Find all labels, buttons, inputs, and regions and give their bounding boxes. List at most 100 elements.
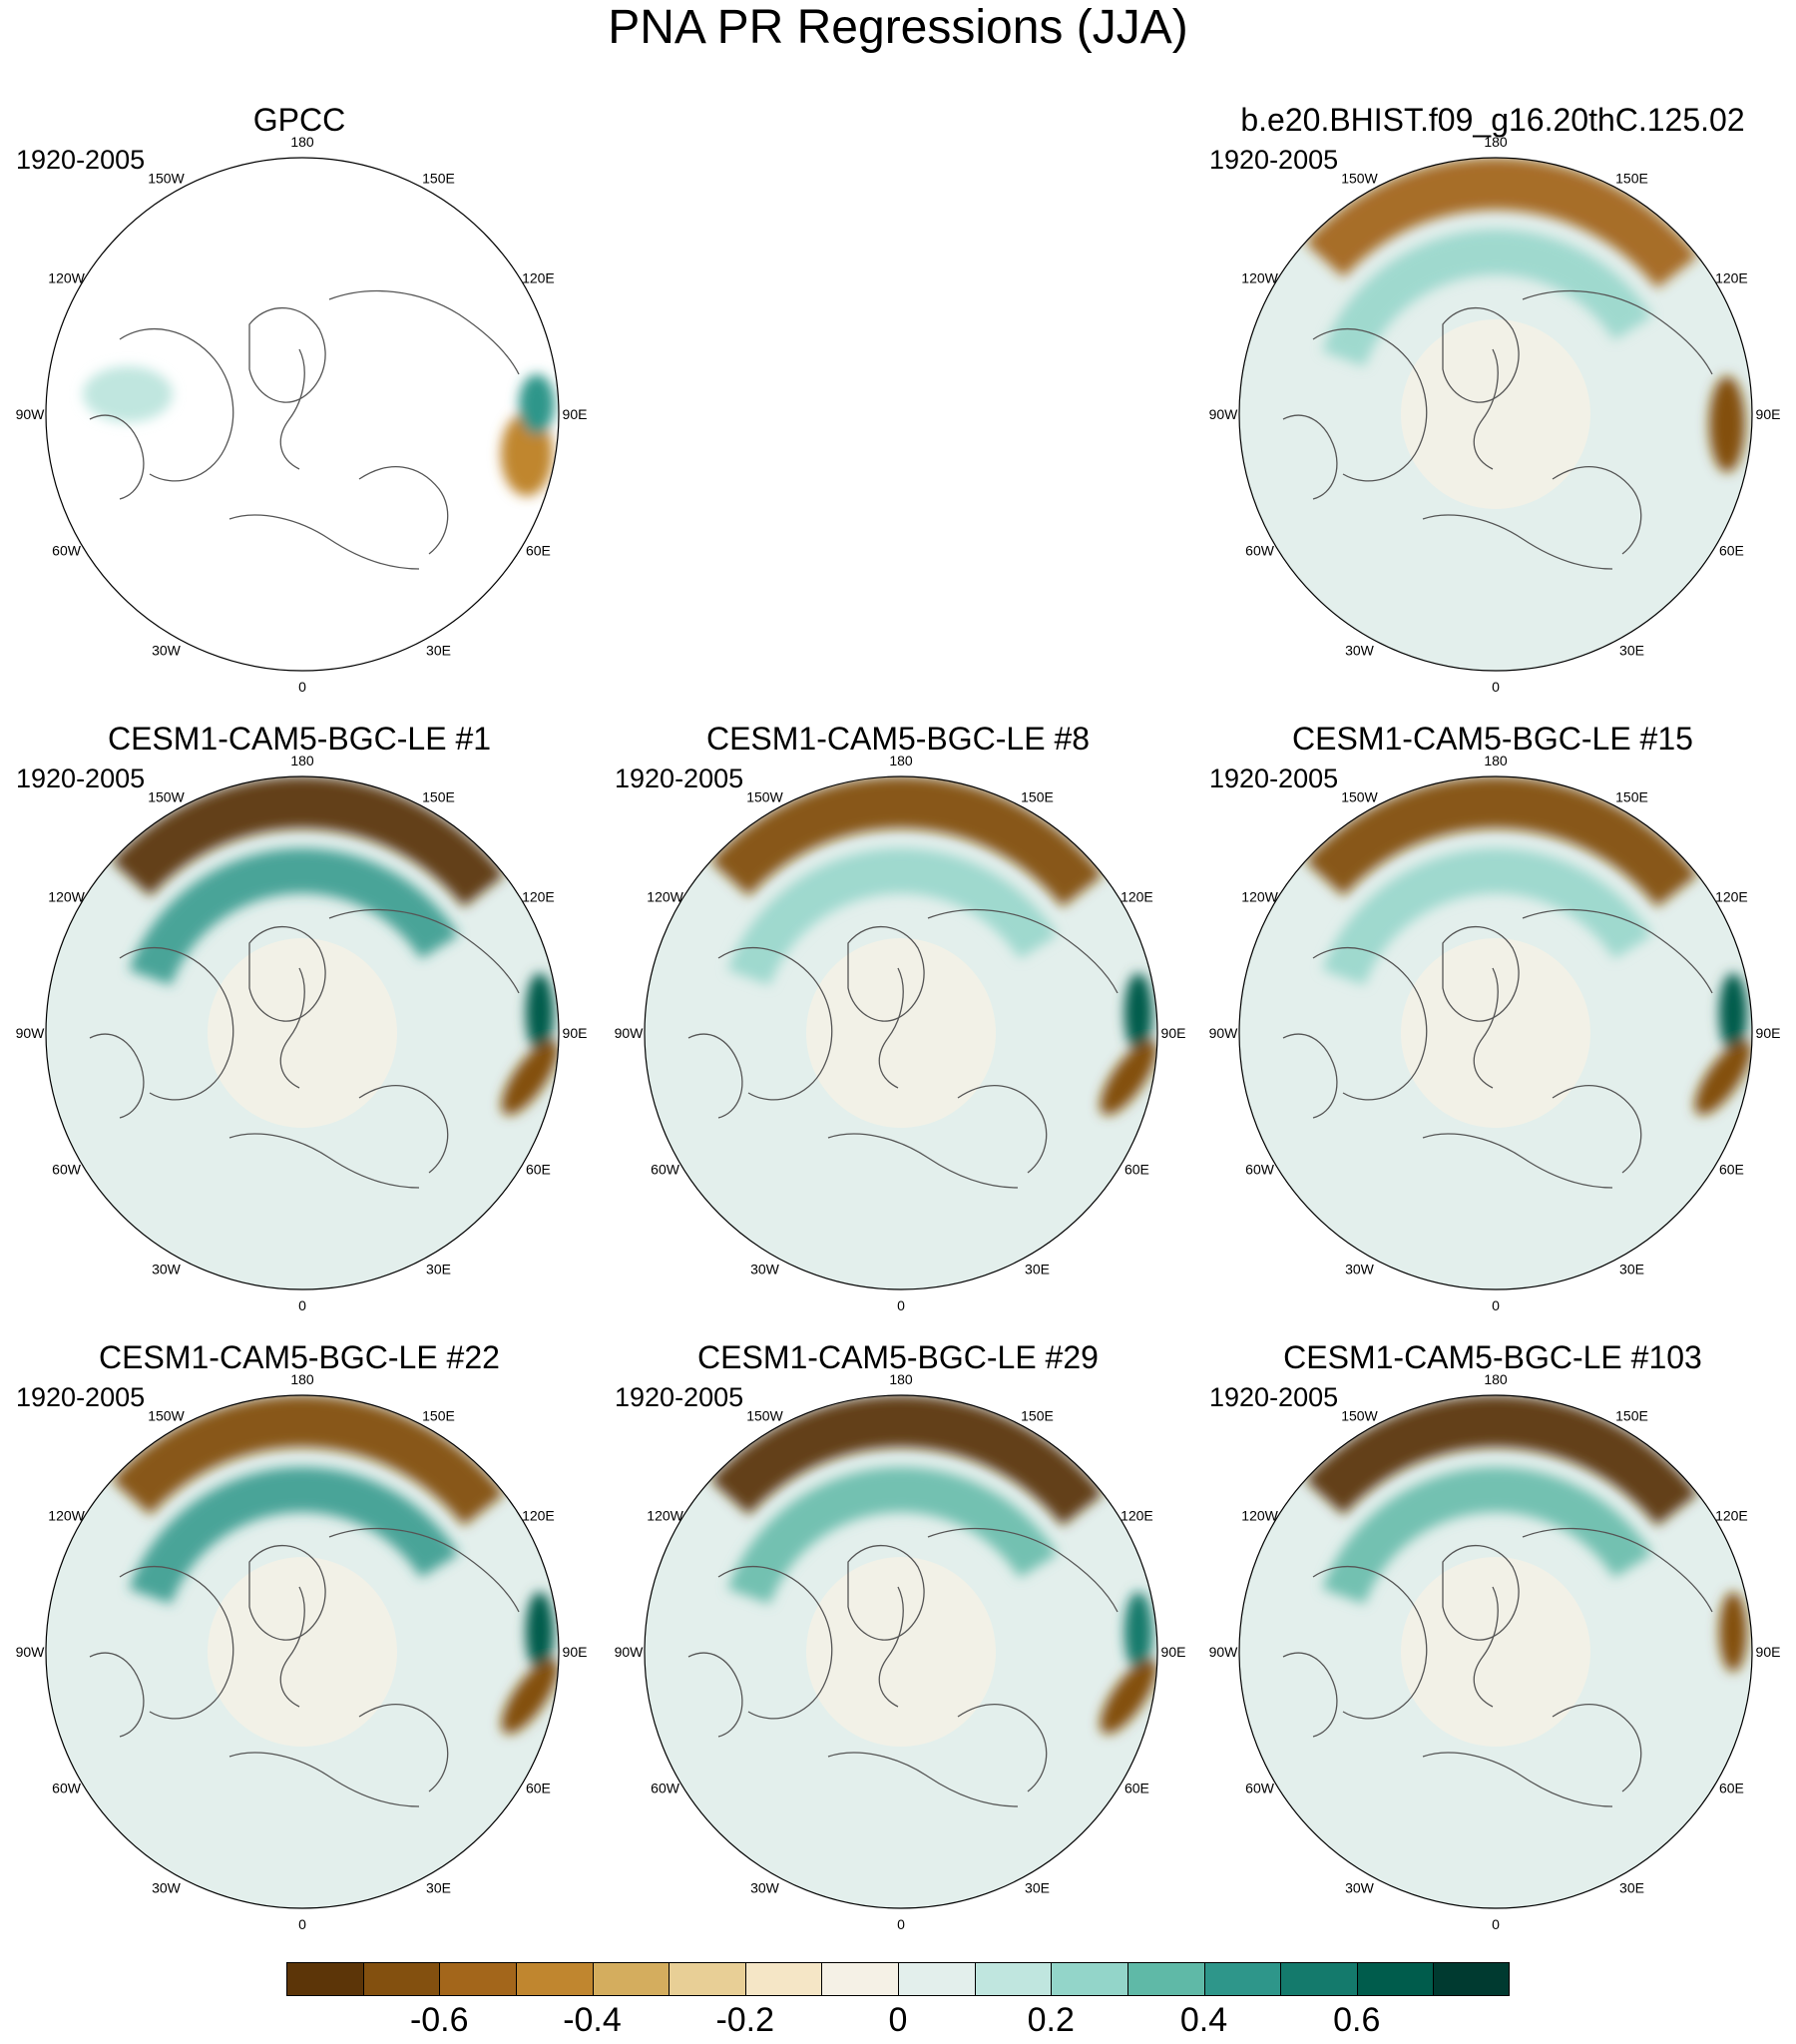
coastline xyxy=(687,1033,743,1119)
longitude-label: 30W xyxy=(750,1261,780,1277)
coastline xyxy=(328,1528,520,1613)
longitude-label: 90W xyxy=(615,1644,645,1660)
map-border xyxy=(644,1394,1158,1909)
panel-title: CESM1-CAM5-BGC-LE #103 xyxy=(1283,1339,1702,1375)
coastline xyxy=(1442,926,1520,1022)
regression-feature xyxy=(519,374,555,434)
regression-feature xyxy=(710,1395,1104,1526)
polar-map: 180 150E 120E 90E 60E 30E 0 30W 60W 90W 120W 150W xyxy=(615,753,1186,1313)
longitude-label: 180 xyxy=(1484,134,1508,150)
longitude-label: 90W xyxy=(16,406,46,422)
longitude-label: 60W xyxy=(52,1162,82,1178)
coastline xyxy=(1282,414,1338,500)
longitude-label: 30E xyxy=(1619,1879,1644,1895)
colorbar-tick-label: -0.2 xyxy=(715,2001,775,2039)
panel-period: 1920-2005 xyxy=(615,764,744,793)
longitude-label: 150W xyxy=(1341,1408,1378,1424)
longitude-label: 60E xyxy=(526,1162,551,1178)
coastline xyxy=(89,414,145,500)
longitude-label: 150W xyxy=(1341,171,1378,187)
longitude-label: 120E xyxy=(1715,1508,1748,1524)
colorbar-swatch xyxy=(974,1962,1052,1996)
longitude-label: 0 xyxy=(298,1916,306,1932)
longitude-label: 150W xyxy=(746,789,783,805)
colorbar-swatch xyxy=(821,1962,898,1996)
map-panel: CESM1-CAM5-BGC-LE #22 1920-2005 180 150E 120… xyxy=(0,1337,599,1946)
longitude-label: 60E xyxy=(526,543,551,559)
longitude-label: 30E xyxy=(1619,642,1644,658)
regression-feature xyxy=(129,848,459,986)
regression-feature xyxy=(1719,973,1747,1053)
panel-title: GPCC xyxy=(252,102,346,138)
coastline xyxy=(328,290,520,375)
panel-period: 1920-2005 xyxy=(16,764,146,793)
coastline xyxy=(717,946,833,1101)
longitude-label: 30E xyxy=(426,1879,451,1895)
regression-feature xyxy=(1100,1659,1157,1735)
longitude-label: 30W xyxy=(1345,642,1375,658)
longitude-label: 120W xyxy=(48,270,85,286)
longitude-label: 120E xyxy=(1121,889,1153,905)
coastline xyxy=(827,1752,1019,1807)
polar-cap-field xyxy=(1401,1557,1590,1747)
map-panel: GPCC 1920-2005 180 150E 120E 90E 60E 30E 0 30W 60W… xyxy=(0,100,599,709)
regression-feature xyxy=(1305,158,1698,288)
colorbar-swatch xyxy=(1051,1962,1127,1996)
panel-period: 1920-2005 xyxy=(16,1382,146,1412)
coastline xyxy=(1282,1652,1338,1738)
coastline xyxy=(279,348,305,470)
map-background xyxy=(46,158,559,671)
coastline xyxy=(358,1085,449,1174)
coastline xyxy=(1473,967,1499,1089)
coastline xyxy=(119,1565,234,1720)
coastline xyxy=(687,1652,743,1738)
coastline xyxy=(1422,1133,1613,1189)
longitude-label: 30W xyxy=(1345,1879,1375,1895)
coastline xyxy=(878,1586,904,1708)
regression-feature xyxy=(129,1467,459,1605)
regression-feature xyxy=(1694,1040,1752,1116)
regression-feature xyxy=(710,776,1104,907)
longitude-label: 120E xyxy=(522,1508,555,1524)
longitude-label: 90E xyxy=(563,406,588,422)
regression-feature xyxy=(1709,376,1745,472)
longitude-label: 150E xyxy=(1021,1408,1054,1424)
colorbar-swatch xyxy=(439,1962,516,1996)
regression-feature xyxy=(526,973,554,1053)
colorbar-swatch xyxy=(515,1962,593,1996)
regression-feature xyxy=(526,1592,554,1672)
regression-feature xyxy=(1719,1592,1747,1672)
coastline xyxy=(119,327,234,482)
regression-feature xyxy=(727,848,1058,986)
longitude-label: 30E xyxy=(1025,1879,1050,1895)
longitude-label: 120W xyxy=(647,1508,683,1524)
colorbar-swatch xyxy=(1356,1962,1434,1996)
longitude-label: 60E xyxy=(1719,543,1744,559)
longitude-label: 180 xyxy=(290,134,314,150)
longitude-label: 150E xyxy=(1615,789,1648,805)
panel-title: CESM1-CAM5-BGC-LE #15 xyxy=(1292,721,1693,757)
map-panel: b.e20.BHIST.f09_g16.20thC.125.02 1920-200… xyxy=(1193,100,1792,709)
coastline xyxy=(89,1652,145,1738)
longitude-label: 60E xyxy=(1719,1781,1744,1796)
colorbar-swatch xyxy=(1126,1962,1204,1996)
map-panel: CESM1-CAM5-BGC-LE #29 1920-2005 180 150E 120… xyxy=(599,1337,1197,1946)
longitude-label: 60E xyxy=(1124,1781,1149,1796)
colorbar-swatch xyxy=(669,1962,745,1996)
regression-feature xyxy=(1305,776,1698,907)
colorbar-swatch xyxy=(592,1962,670,1996)
longitude-label: 120E xyxy=(522,889,555,905)
coastline xyxy=(1473,348,1499,470)
coastline xyxy=(957,1085,1048,1174)
map-border xyxy=(1238,157,1753,672)
coastline xyxy=(248,926,326,1022)
longitude-label: 0 xyxy=(897,1916,905,1932)
coastline xyxy=(1312,1565,1428,1720)
regression-feature xyxy=(1100,1040,1157,1116)
regression-feature xyxy=(1322,230,1652,367)
longitude-label: 150W xyxy=(1341,789,1378,805)
polar-map: 180 150E 120E 90E 60E 30E 0 30W 60W 90W 120W 150W xyxy=(1209,1371,1781,1932)
longitude-label: 0 xyxy=(1492,1297,1500,1313)
polar-cap-field xyxy=(208,1557,397,1747)
regression-feature xyxy=(112,776,505,907)
